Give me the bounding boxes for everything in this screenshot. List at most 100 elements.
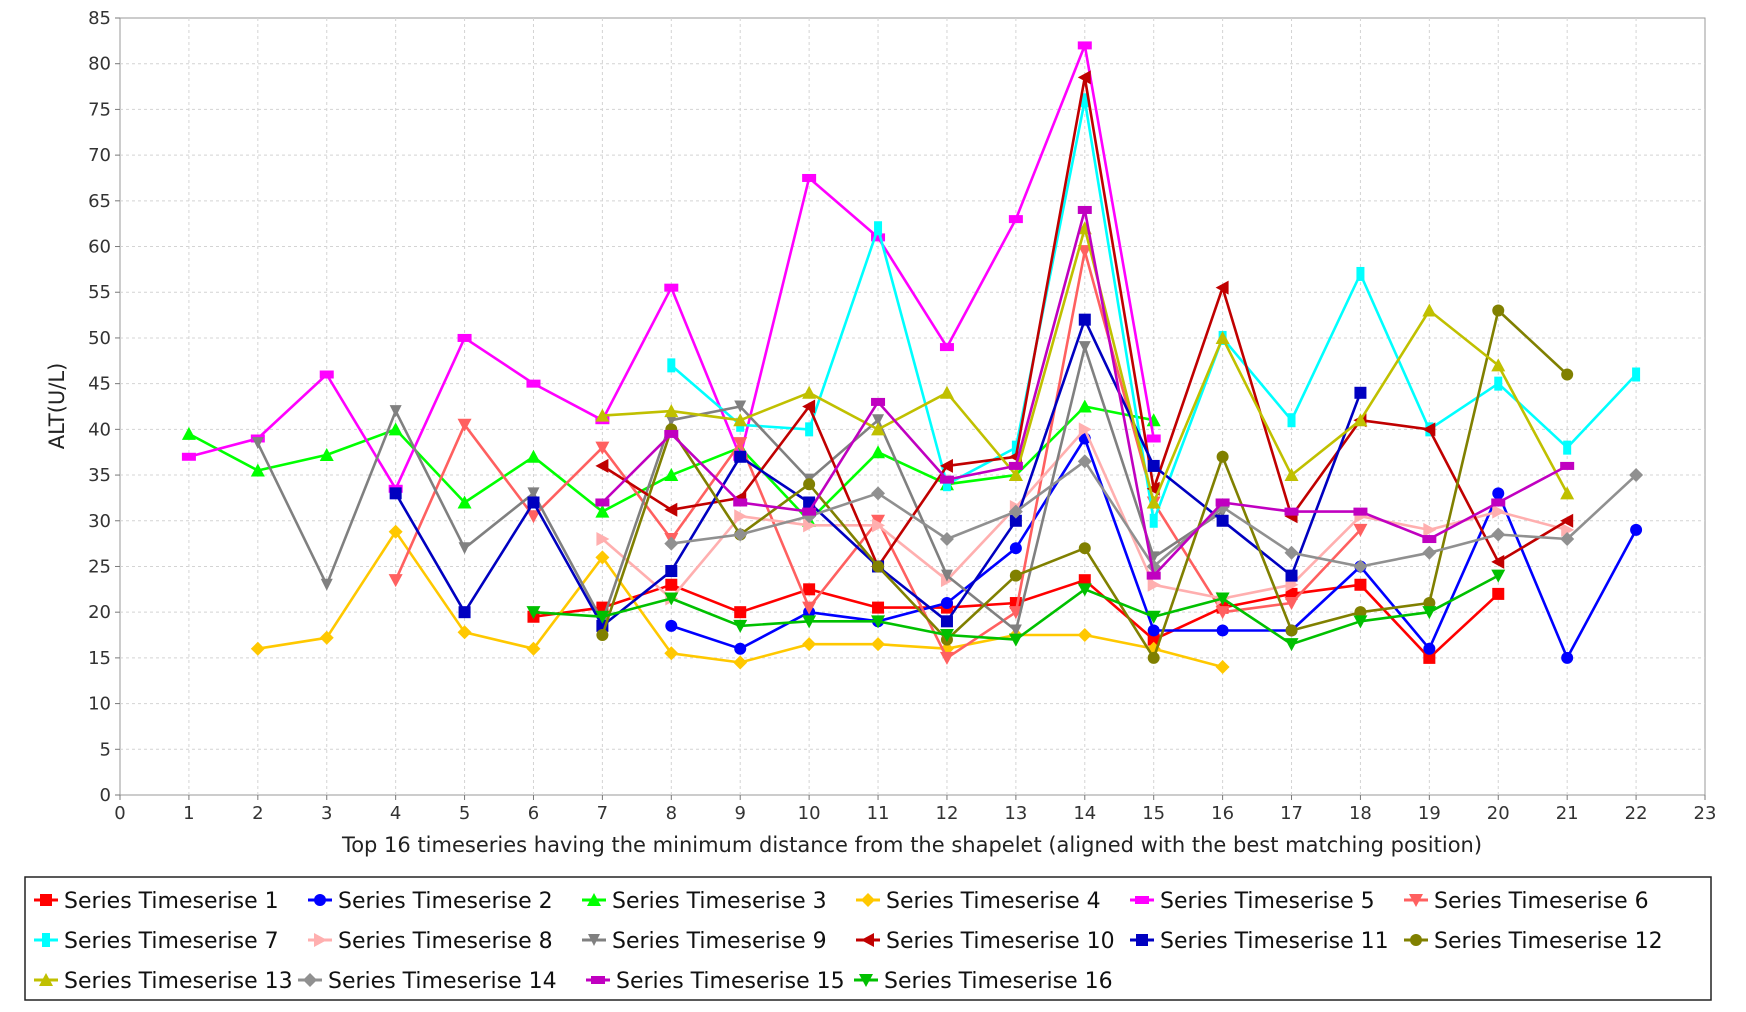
data-point xyxy=(733,498,748,507)
data-point xyxy=(1287,413,1296,428)
y-tick-label: 10 xyxy=(88,694,111,715)
legend-marker xyxy=(42,933,50,947)
data-point xyxy=(1147,577,1161,592)
legend-label: Series Timeserise 15 xyxy=(616,969,845,994)
legend-item: Series Timeserise 10 xyxy=(856,929,1115,954)
data-point xyxy=(1492,487,1505,500)
data-point xyxy=(664,404,679,418)
legend-marker xyxy=(588,934,600,946)
data-point xyxy=(1422,535,1437,544)
data-point xyxy=(250,641,265,656)
y-tick-label: 50 xyxy=(88,328,111,349)
data-point xyxy=(1216,450,1229,463)
legend-item: Series Timeserise 1 xyxy=(34,889,279,914)
x-tick-label: 18 xyxy=(1349,803,1372,824)
data-point xyxy=(389,487,402,500)
x-tick-label: 13 xyxy=(1004,803,1027,824)
legend-label: Series Timeserise 13 xyxy=(64,969,293,994)
data-point xyxy=(1284,507,1299,516)
data-point xyxy=(733,655,748,670)
x-tick-label: 3 xyxy=(321,803,332,824)
x-tick-label: 5 xyxy=(459,803,470,824)
data-point xyxy=(665,414,678,427)
data-point xyxy=(733,527,748,542)
data-point xyxy=(734,642,747,655)
data-point xyxy=(1215,592,1230,606)
data-point xyxy=(1215,606,1230,620)
legend-marker xyxy=(859,974,873,987)
data-point xyxy=(872,518,886,533)
data-point xyxy=(1630,523,1643,536)
y-tick-label: 40 xyxy=(88,419,111,440)
data-point xyxy=(1423,642,1436,655)
data-point xyxy=(1077,70,1091,85)
legend-label: Series Timeserise 2 xyxy=(338,889,553,914)
data-point xyxy=(1354,606,1367,619)
data-point xyxy=(1077,628,1092,643)
legend-marker xyxy=(1410,934,1422,946)
data-point xyxy=(1560,461,1575,470)
data-point xyxy=(802,615,817,629)
data-point xyxy=(1422,422,1436,437)
legend-marker xyxy=(314,933,327,947)
tick-labels: 0 1 2 3 4 5 6 7 8 9 10 11 12 13 14 15 16 17 18 19 20 21 22 2305… xyxy=(88,8,1716,824)
data-point xyxy=(1008,468,1023,482)
data-point xyxy=(1284,638,1299,652)
legend: Series Timeserise 1 Series Timeserise 2 Se… xyxy=(24,876,1712,1001)
legend-label: Series Timeserise 8 xyxy=(338,929,553,954)
data-point xyxy=(457,333,472,342)
data-point xyxy=(802,385,817,399)
legend-marker xyxy=(303,973,317,987)
data-point xyxy=(734,450,747,463)
data-point xyxy=(939,385,954,399)
data-point xyxy=(1353,523,1368,537)
x-tick-label: 2 xyxy=(252,803,263,824)
data-point xyxy=(526,641,541,656)
x-axis-title: Top 16 timeseries having the minimum dis… xyxy=(341,833,1482,857)
legend-item: Series Timeserise 11 xyxy=(1130,929,1389,954)
data-point xyxy=(595,550,610,565)
data-point xyxy=(1077,454,1092,469)
data-point xyxy=(664,502,678,517)
data-point xyxy=(1494,376,1503,391)
x-tick-label: 19 xyxy=(1418,803,1441,824)
legend-label: Series Timeserise 5 xyxy=(1160,889,1375,914)
legend-marker xyxy=(40,894,52,906)
data-point xyxy=(664,283,679,292)
data-point xyxy=(526,510,541,524)
legend-item: Series Timeserise 13 xyxy=(34,969,293,994)
y-tick-label: 60 xyxy=(88,237,111,258)
data-point xyxy=(733,619,748,633)
data-point xyxy=(803,583,816,596)
legend-item: Series Timeserise 15 xyxy=(586,969,845,994)
data-point xyxy=(1492,587,1505,600)
legend-label: Series Timeserise 14 xyxy=(328,969,557,994)
data-point xyxy=(942,477,951,492)
x-tick-label: 23 xyxy=(1694,803,1717,824)
data-point xyxy=(595,458,609,473)
legend-label: Series Timeserise 9 xyxy=(612,929,827,954)
legend-label: Series Timeserise 3 xyxy=(612,889,827,914)
y-tick-label: 30 xyxy=(88,511,111,532)
data-point xyxy=(664,468,679,482)
data-point xyxy=(872,560,885,573)
x-tick-label: 8 xyxy=(666,803,677,824)
legend-marker xyxy=(587,893,601,906)
data-point xyxy=(871,514,886,528)
data-point xyxy=(1560,513,1574,528)
x-tick-label: 0 xyxy=(114,803,125,824)
data-point xyxy=(1491,358,1506,372)
data-point xyxy=(802,399,816,414)
data-point xyxy=(389,405,402,418)
data-point xyxy=(1009,542,1022,555)
data-point xyxy=(1077,583,1092,597)
legend-marker xyxy=(591,976,605,984)
data-point xyxy=(733,413,748,427)
legend-label: Series Timeserise 1 xyxy=(64,889,279,914)
data-point xyxy=(1078,313,1091,326)
legend-marker xyxy=(1136,934,1148,946)
data-point xyxy=(526,449,541,463)
y-tick-label: 15 xyxy=(88,648,111,669)
data-point xyxy=(1009,624,1022,637)
